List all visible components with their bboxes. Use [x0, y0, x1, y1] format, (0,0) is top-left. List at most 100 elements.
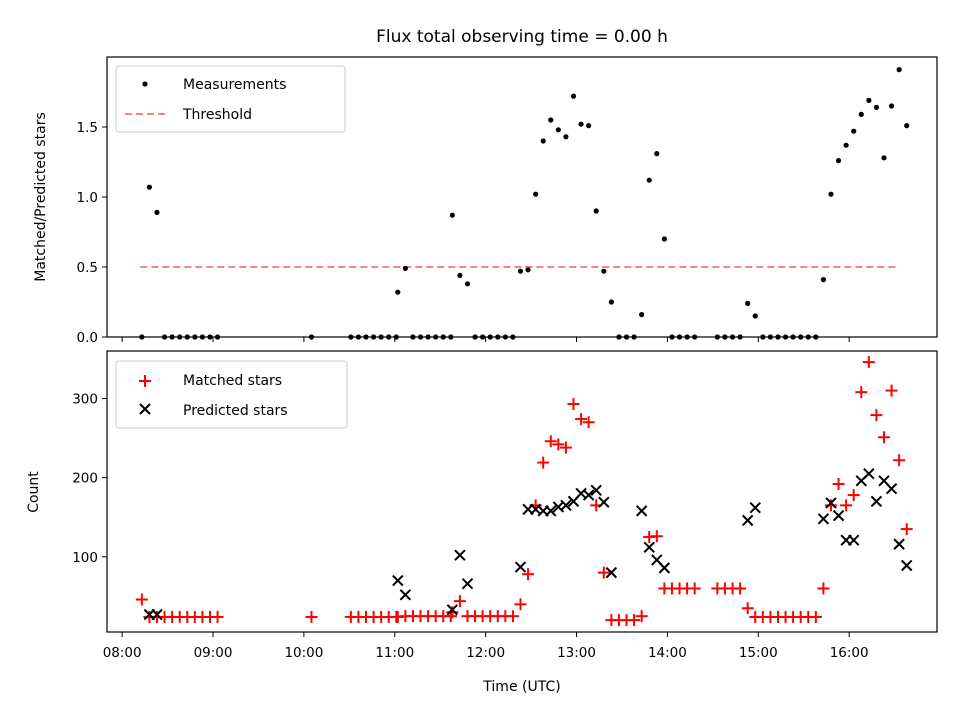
measurement-point: [639, 312, 645, 318]
measurement-point: [533, 191, 539, 197]
matched-point: [567, 398, 580, 411]
legend-measurements-marker: [142, 81, 148, 87]
matched-point: [537, 456, 550, 469]
measurement-point: [858, 111, 864, 117]
measurement-point: [578, 121, 584, 127]
predicted-point: [870, 495, 883, 508]
matched-point: [885, 384, 898, 397]
top-y-tick-label: 0.5: [77, 260, 98, 276]
measurement-point: [517, 268, 524, 274]
legend-predicted-label: Predicted stars: [183, 403, 288, 419]
bottom-x-tick-label: 13:00: [557, 645, 596, 661]
measurement-point: [654, 151, 660, 157]
measurement-point: [881, 155, 887, 161]
measurement-point: [820, 277, 827, 283]
measurement-point: [896, 67, 902, 73]
top-legend: Measurements Threshold: [115, 65, 346, 133]
top-axes: 0.0 0.5 1.0 1.5 Matched/Predicted stars Mea…: [33, 56, 938, 346]
measurement-point: [835, 158, 842, 164]
bottom-y-tick-label: 200: [72, 471, 98, 487]
predicted-point: [598, 496, 610, 508]
bottom-x-tick-label: 12:00: [466, 645, 505, 661]
top-x-ticks: [121, 337, 850, 342]
predicted-point: [446, 604, 459, 616]
measurement-point: [464, 281, 471, 287]
matched-point: [832, 477, 845, 490]
measurement-point: [646, 177, 652, 183]
legend-matched-marker: [139, 375, 151, 387]
measurement-point: [752, 313, 758, 319]
legend-measurements-label: Measurements: [183, 77, 286, 93]
matched-point: [522, 568, 535, 581]
predicted-point: [605, 566, 618, 579]
matched-point: [514, 598, 527, 611]
measurement-point: [402, 265, 408, 271]
predicted-point: [863, 467, 875, 480]
predicted-point: [461, 578, 474, 590]
x-axis-label: Time (UTC): [482, 679, 560, 695]
bottom-x-tick-label: 08:00: [103, 645, 142, 661]
matched-point: [817, 582, 830, 595]
measurement-point: [548, 117, 554, 123]
bottom-legend-box: [115, 360, 348, 429]
top-legend-box: [115, 65, 346, 133]
top-y-tick-label: 1.5: [77, 120, 98, 136]
measurement-point: [586, 123, 592, 129]
bottom-x-tick-label: 16:00: [830, 645, 869, 661]
bottom-axes: 100 200 300 08:00 09:00 10:00 11:00 12:00 13:00…: [26, 350, 938, 695]
matched-point: [893, 454, 906, 467]
measurement-point: [888, 103, 895, 109]
predicted-point: [885, 483, 898, 495]
bottom-y-tick-label: 300: [72, 391, 98, 407]
matched-point: [741, 602, 754, 615]
predicted-point: [643, 541, 655, 554]
bottom-y-axis-label: Count: [26, 471, 42, 513]
predicted-point: [749, 502, 761, 514]
bottom-x-tick-label: 10:00: [284, 645, 323, 661]
measurement-point: [525, 267, 531, 273]
predicted-point: [847, 534, 860, 546]
predicted-point: [560, 499, 572, 512]
bottom-x-tick-label: 09:00: [194, 645, 233, 661]
legend-threshold-label: Threshold: [182, 107, 252, 123]
matched-point: [855, 386, 868, 399]
top-y-tick-label: 0.0: [77, 330, 98, 346]
predicted-point: [590, 484, 602, 497]
bottom-x-tick-label: 11:00: [375, 645, 414, 661]
predicted-point: [151, 608, 163, 621]
predicted-point: [817, 513, 830, 525]
predicted-point: [454, 549, 466, 561]
predicted-point: [893, 538, 905, 550]
predicted-point: [901, 559, 913, 572]
matched-point: [544, 435, 557, 448]
matched-point: [211, 610, 224, 623]
top-y-tick-label: 1.0: [77, 190, 98, 206]
matched-point: [870, 409, 883, 422]
matched-point: [552, 438, 565, 451]
matched-point: [840, 499, 853, 512]
predicted-point: [514, 561, 527, 573]
measurement-point: [866, 97, 872, 103]
matched-point: [862, 356, 875, 369]
top-y-ticks: 0.0 0.5 1.0 1.5: [77, 120, 107, 346]
measurement-point: [608, 299, 614, 305]
matched-point: [809, 610, 822, 623]
measurement-point: [843, 142, 849, 148]
measurement-point: [873, 104, 880, 110]
measurement-point: [146, 184, 153, 190]
matched-point: [135, 593, 148, 606]
bottom-axes-frame: [106, 350, 938, 633]
measurement-point: [395, 289, 401, 295]
measurement-point: [449, 212, 455, 218]
matched-point: [877, 431, 890, 444]
legend-matched-label: Matched stars: [183, 373, 282, 389]
matched-point: [734, 582, 747, 595]
matched-point: [847, 489, 860, 502]
matched-point: [650, 530, 663, 543]
predicted-point: [392, 574, 404, 587]
measurement-point: [593, 208, 599, 214]
bottom-y-tick-label: 100: [72, 550, 98, 566]
predicted-point: [582, 489, 595, 501]
predicted-point: [825, 497, 837, 509]
